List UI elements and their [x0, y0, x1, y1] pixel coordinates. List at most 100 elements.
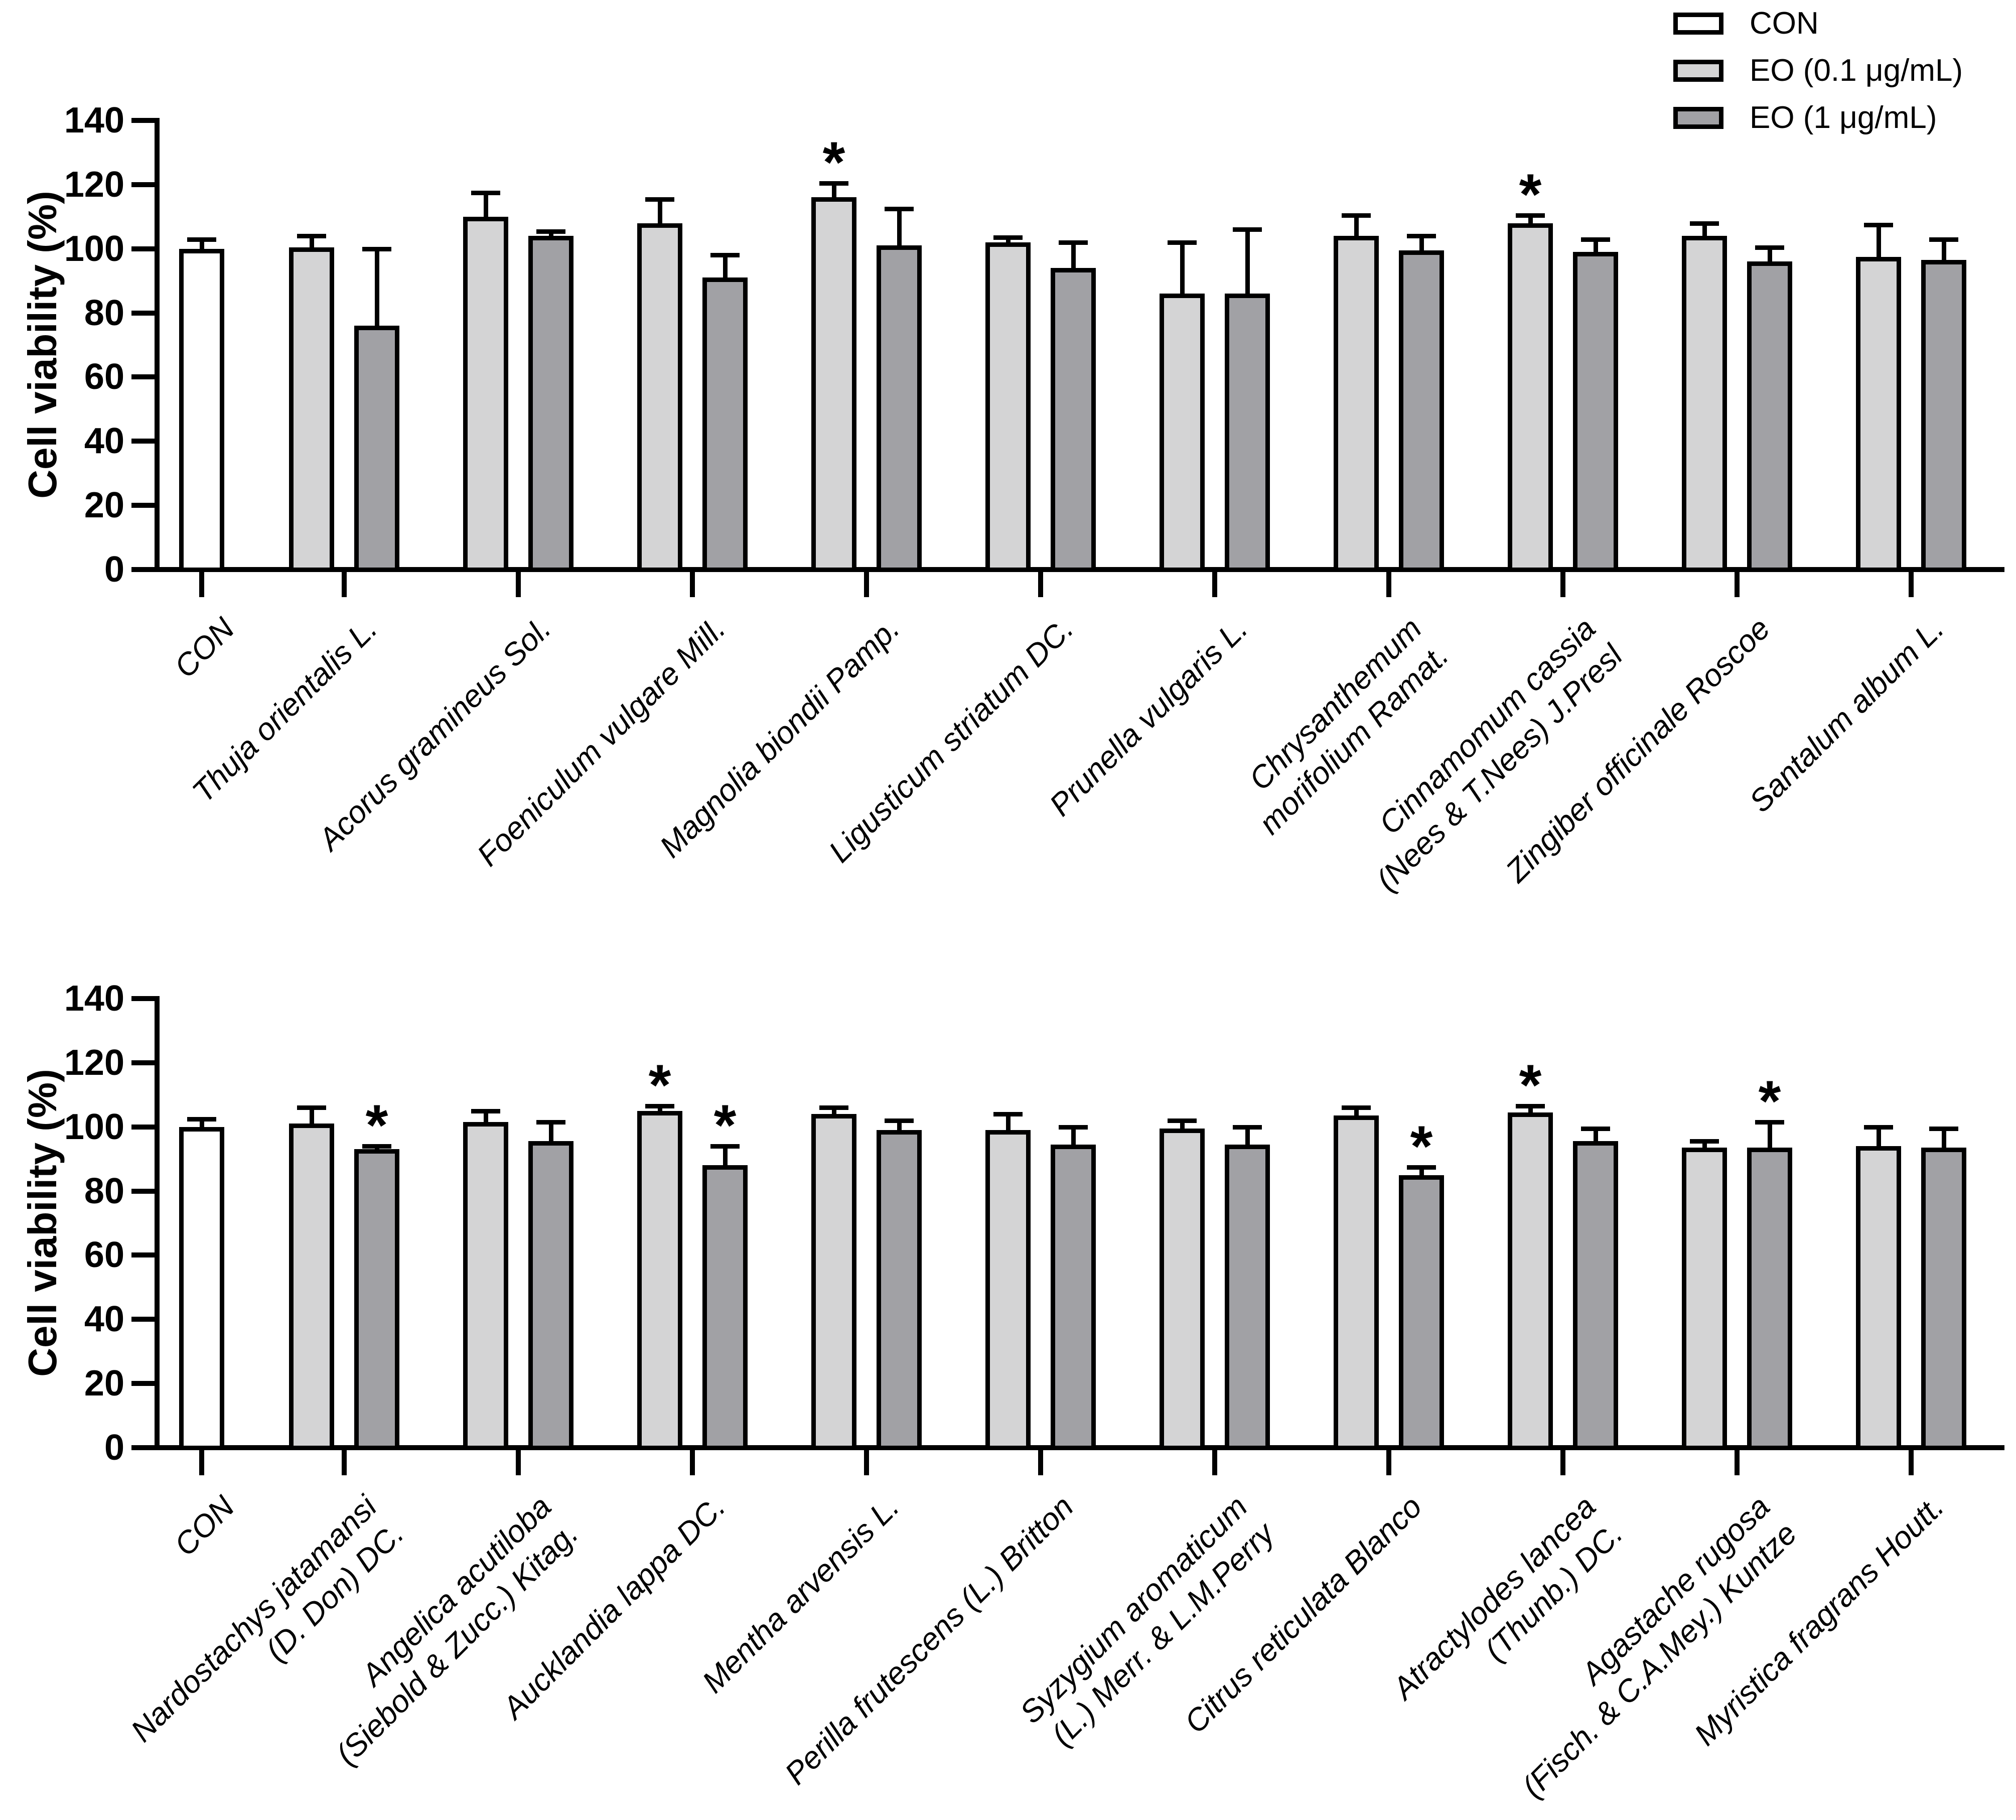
- error-bar-stem: [199, 1118, 204, 1127]
- error-bar-cap: [1864, 222, 1893, 227]
- bar-dark: [354, 1149, 399, 1450]
- significance-asterisk: *: [648, 1053, 671, 1118]
- y-tick: [131, 1124, 155, 1130]
- bar-light: [1682, 1148, 1727, 1450]
- bar-light: [811, 197, 856, 572]
- x-tick: [199, 572, 204, 597]
- error-bar-stem: [1419, 236, 1424, 250]
- bar-dark: [1747, 1148, 1792, 1450]
- error-bar-stem: [1005, 1114, 1011, 1131]
- x-tick: [199, 1450, 204, 1475]
- y-tick: [131, 1317, 155, 1322]
- error-bar-cap: [1690, 221, 1719, 226]
- error-bar-stem: [1071, 242, 1076, 268]
- error-bar-cap: [993, 1112, 1023, 1117]
- bar-light: [985, 242, 1031, 572]
- error-bar-cap: [297, 1105, 326, 1110]
- bar-dark: [1921, 1148, 1966, 1450]
- legend-label-eo-high: EO (1 μg/mL): [1750, 100, 1937, 135]
- error-bar-stem: [1702, 1141, 1707, 1148]
- error-bar-stem: [548, 1122, 553, 1142]
- error-bar-stem: [1354, 215, 1359, 236]
- y-tick-label: 120: [64, 1042, 124, 1083]
- significance-asterisk: *: [713, 1093, 737, 1158]
- x-tick: [1386, 1450, 1391, 1475]
- error-bar-stem: [1528, 215, 1533, 223]
- y-tick-label: 0: [104, 549, 124, 590]
- y-axis-line: [155, 996, 160, 1450]
- bar-dark: [877, 1130, 922, 1450]
- error-bar-stem: [1767, 1122, 1772, 1148]
- y-tick-label: 80: [84, 293, 124, 333]
- error-bar-stem: [831, 183, 836, 198]
- legend-item-con: CON: [1673, 8, 1963, 39]
- y-tick-label: 100: [64, 228, 124, 269]
- y-tick: [131, 1060, 155, 1065]
- bar-dark: [1225, 294, 1270, 572]
- bar-light: [463, 1122, 508, 1450]
- y-tick: [131, 117, 155, 123]
- y-tick-label: 140: [64, 100, 124, 141]
- error-bar-cap: [471, 190, 500, 195]
- bar-light: [637, 223, 682, 572]
- bar-light: [1856, 1146, 1901, 1450]
- error-bar-cap: [1407, 234, 1436, 239]
- error-bar-stem: [1593, 239, 1598, 252]
- bar-dark: [1399, 250, 1444, 572]
- error-bar-cap: [1581, 1126, 1610, 1131]
- error-bar-cap: [1059, 1125, 1088, 1130]
- error-bar-cap: [536, 1120, 565, 1125]
- legend-label-eo-low: EO (0.1 μg/mL): [1750, 53, 1963, 88]
- error-bar-cap: [362, 1144, 391, 1149]
- x-tick: [1038, 1450, 1043, 1475]
- bar-dark: [1573, 1141, 1618, 1450]
- y-tick-label: 40: [84, 1299, 124, 1340]
- error-bar-cap: [536, 229, 565, 234]
- x-tick: [1909, 1450, 1914, 1475]
- error-bar-cap: [1755, 245, 1784, 250]
- x-tick: [864, 572, 869, 597]
- bar-light: [1508, 1112, 1553, 1450]
- legend-swatch-eo-low: [1673, 60, 1723, 82]
- error-bar-cap: [1516, 1104, 1545, 1109]
- error-bar-cap: [187, 1116, 216, 1122]
- error-bar-cap: [1233, 227, 1262, 232]
- error-bar-cap: [993, 235, 1023, 240]
- error-bar-cap: [362, 246, 391, 251]
- y-tick: [131, 503, 155, 508]
- bar-dark: [528, 1141, 573, 1450]
- y-tick: [131, 1252, 155, 1258]
- bar-light: [1682, 236, 1727, 572]
- error-bar-stem: [1180, 1120, 1185, 1129]
- y-tick: [131, 374, 155, 380]
- error-bar-stem: [1245, 229, 1250, 294]
- x-tick: [516, 572, 521, 597]
- y-tick-label: 80: [84, 1171, 124, 1211]
- legend-swatch-eo-high: [1673, 107, 1723, 129]
- y-axis-title: Cell viability (%): [20, 1069, 65, 1377]
- error-bar-cap: [1342, 213, 1371, 218]
- x-tick: [1386, 572, 1391, 597]
- error-bar-cap: [710, 1144, 740, 1149]
- y-tick: [131, 246, 155, 251]
- legend-item-eo-low: EO (0.1 μg/mL): [1673, 55, 1963, 86]
- x-axis-label: CON: [167, 1488, 243, 1564]
- error-bar-stem: [831, 1107, 836, 1114]
- x-tick: [342, 1450, 347, 1475]
- bar-dark: [1747, 261, 1792, 572]
- significance-asterisk: *: [1758, 1069, 1781, 1134]
- y-tick: [131, 996, 155, 1001]
- bar-light: [1508, 223, 1553, 572]
- bar-dark: [702, 277, 748, 572]
- error-bar-cap: [1581, 237, 1610, 242]
- bar-dark: [1921, 260, 1966, 572]
- bar-light: [463, 216, 508, 572]
- error-bar-stem: [1354, 1107, 1359, 1116]
- x-tick: [864, 1450, 869, 1475]
- bar-light: [811, 1114, 856, 1450]
- bar-dark: [702, 1165, 748, 1450]
- error-bar-cap: [1407, 1165, 1436, 1170]
